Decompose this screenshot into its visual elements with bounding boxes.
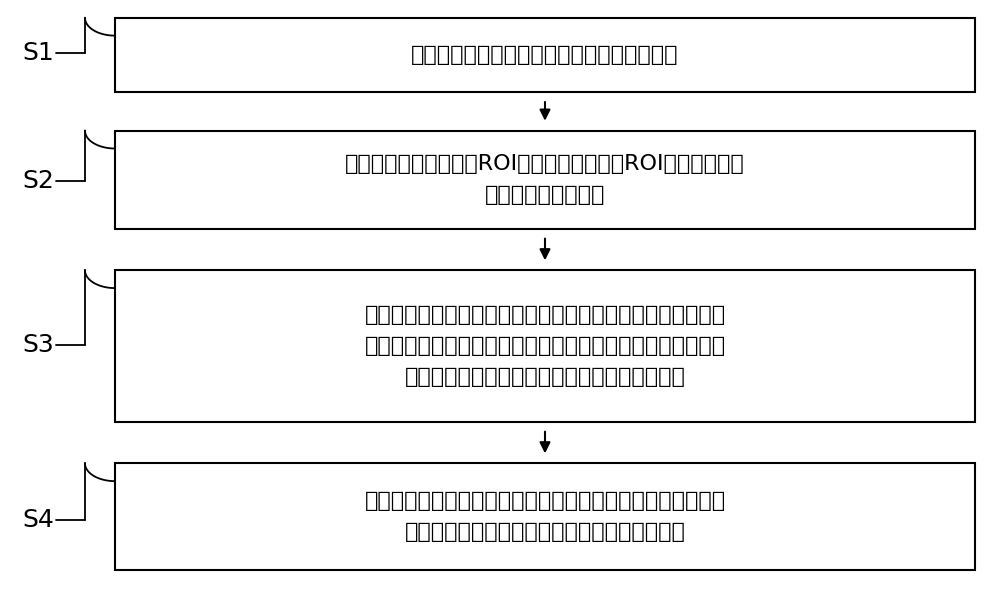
Bar [115,270,975,422]
Text: S1: S1 [22,42,54,65]
Bar [115,463,975,570]
Text: S3: S3 [22,333,54,356]
Bar [115,18,975,92]
Text: 基于预设的图像采集频率，获取若干个输送带图像和对应的时
间，将所述若干个输送带图像与所述图像模板进行匹配，得到
每个所述输送带图像相对于图像模板的移动距离: 基于预设的图像采集频率，获取若干个输送带图像和对应的时 间，将所述若干个输送带图… [364,305,726,387]
Text: 获取输送带的第一图像并记载对应的获取时间: 获取输送带的第一图像并记载对应的获取时间 [411,45,679,65]
Text: S4: S4 [22,508,54,532]
Text: 在所述第一图像中设定ROI区域，并识别所述ROI区域预设点的
坐标，形成图像模板: 在所述第一图像中设定ROI区域，并识别所述ROI区域预设点的 坐标，形成图像模板 [345,154,745,206]
Text: S2: S2 [22,169,54,193]
Bar [115,131,975,229]
Text: 基于所述移动距离和时间差，计算输送带的运行速度，将所述
运行速度与设定速度比较，进行输送带打滑判断: 基于所述移动距离和时间差，计算输送带的运行速度，将所述 运行速度与设定速度比较，… [364,491,726,542]
